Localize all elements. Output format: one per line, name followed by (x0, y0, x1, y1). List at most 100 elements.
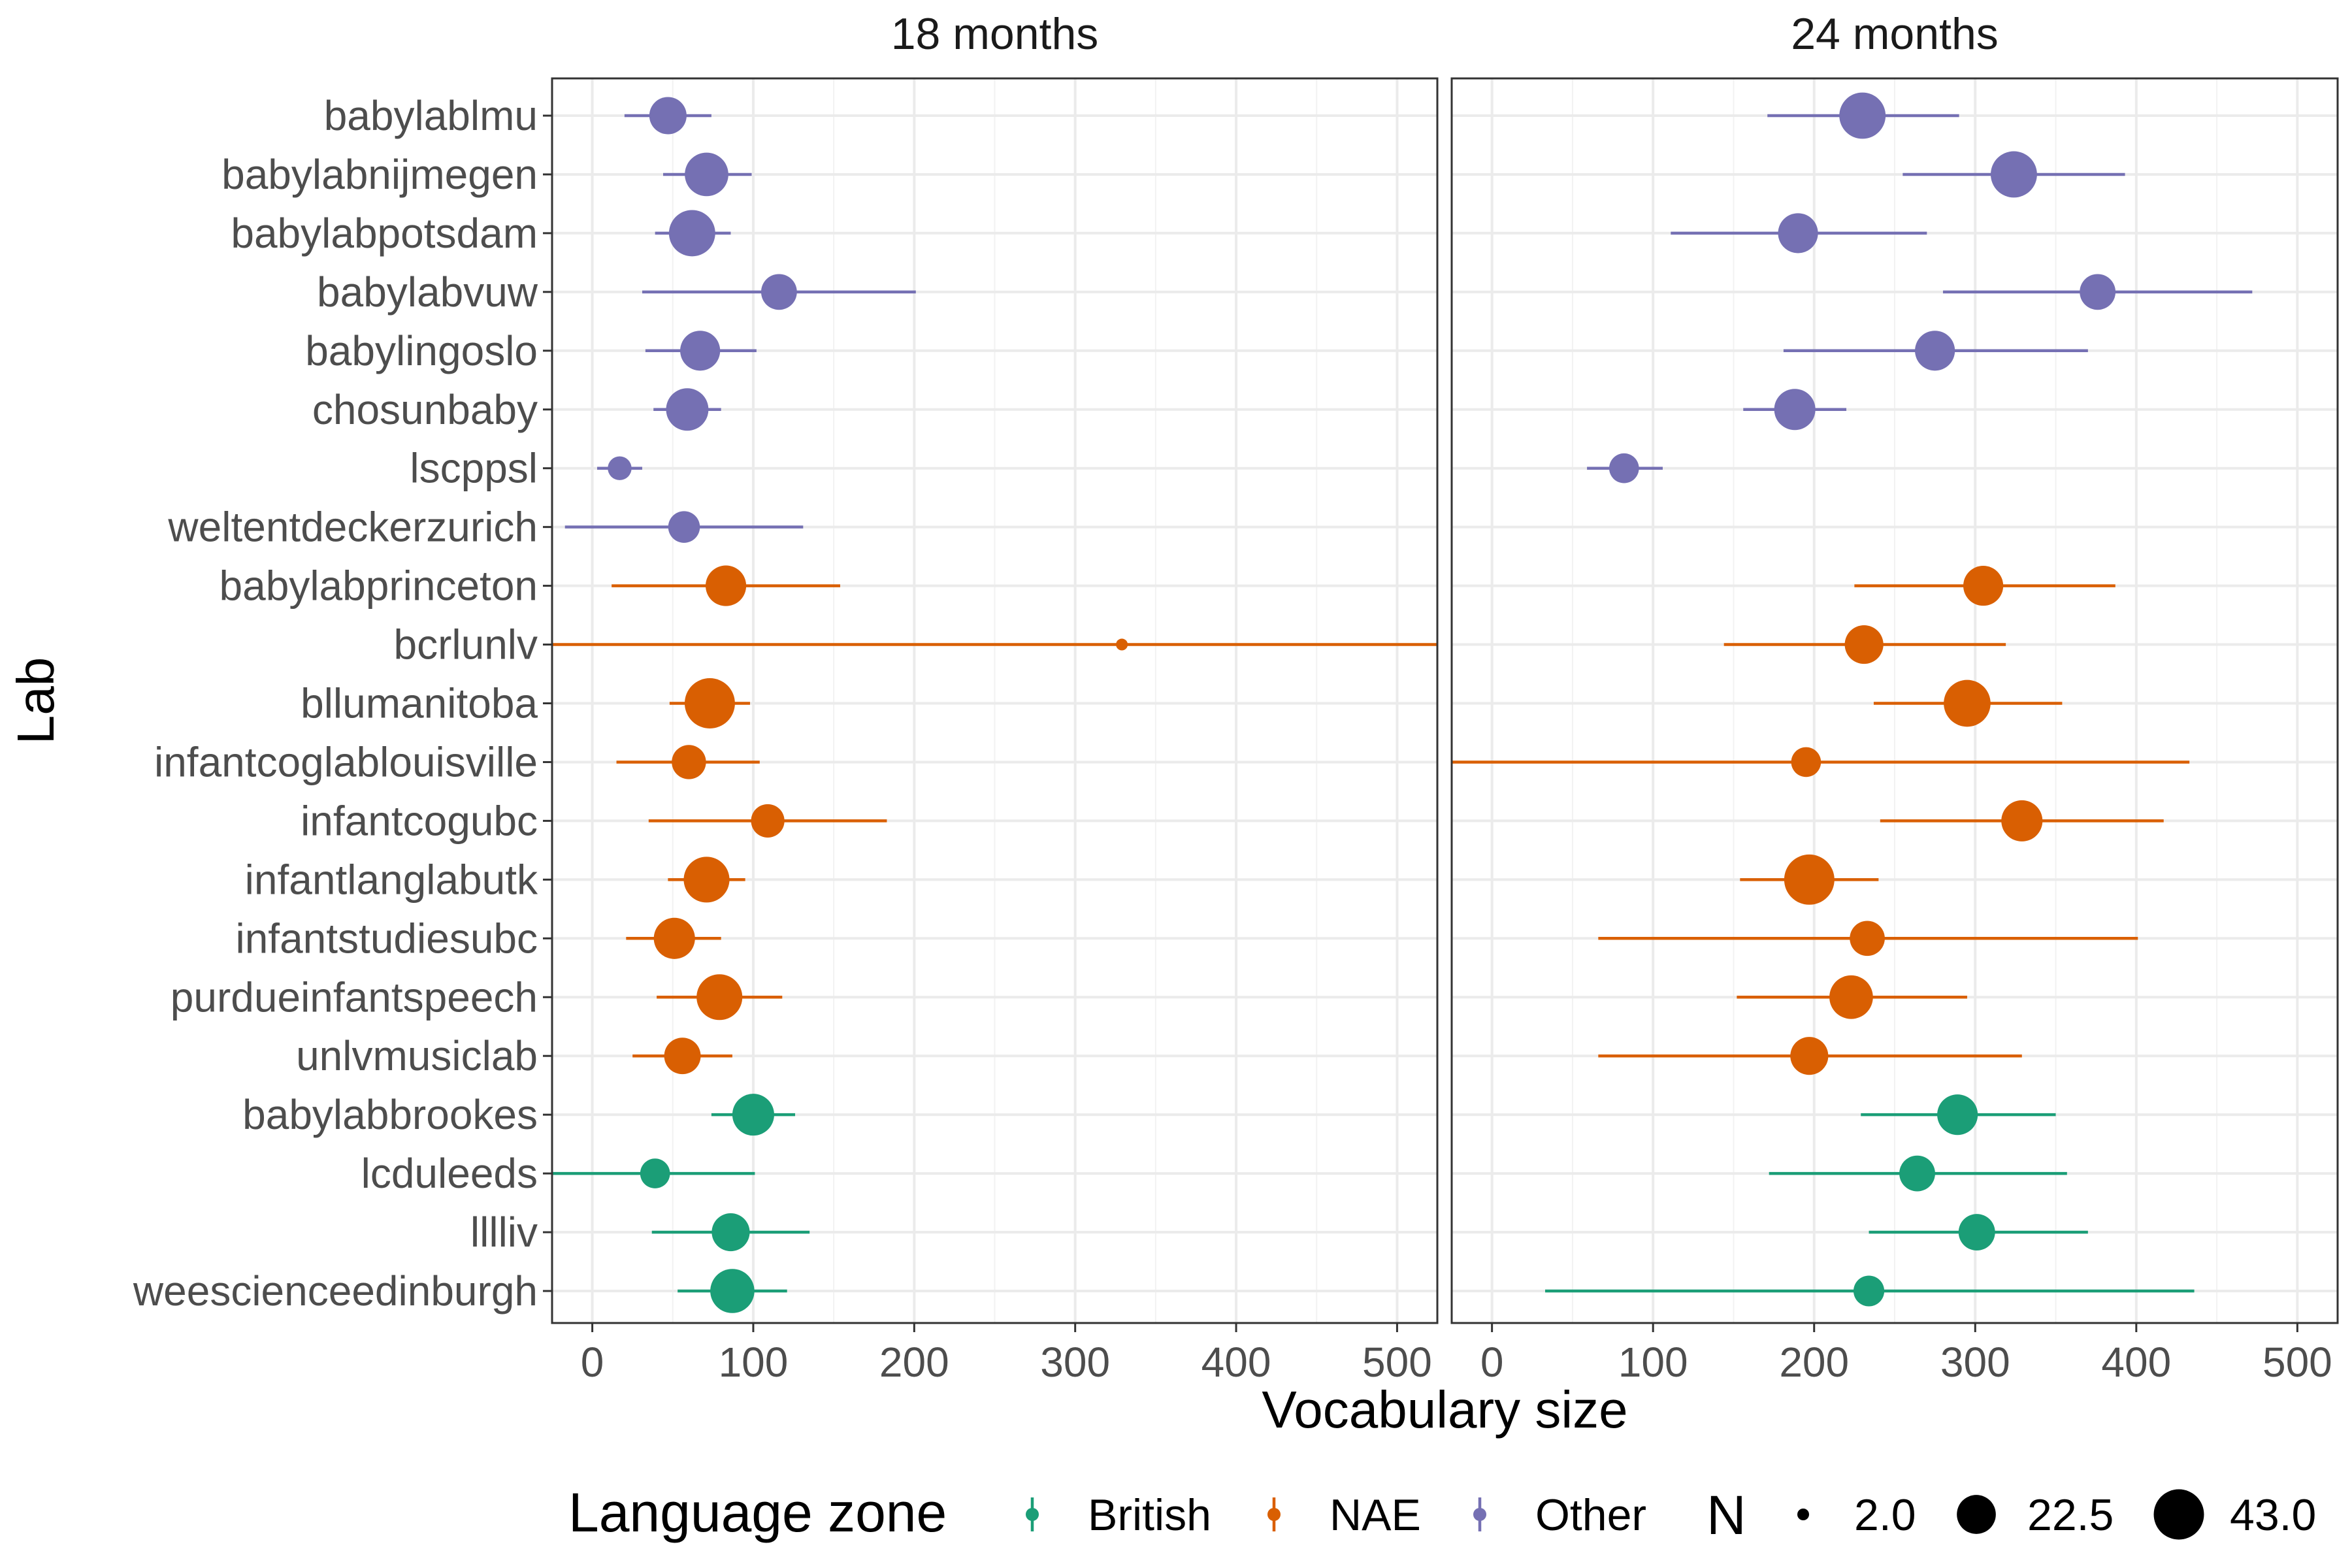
data-point (1991, 151, 2037, 198)
legend-size-key (1957, 1495, 1996, 1534)
x-tick-label: 200 (1779, 1339, 1849, 1386)
legend-key-point (1267, 1508, 1281, 1521)
data-point (1899, 1155, 1935, 1192)
y-tick-label: bllumanitoba (301, 680, 538, 727)
data-point (1854, 1275, 1885, 1307)
y-tick-label: purdueinfantspeech (171, 973, 538, 1021)
data-point (760, 274, 797, 310)
data-point (696, 974, 743, 1021)
y-tick-label: babylabprinceton (220, 563, 538, 610)
data-point (672, 745, 706, 779)
data-point (1944, 679, 1991, 727)
y-tick-label: lllliv (470, 1209, 538, 1256)
data-point (1963, 566, 2004, 606)
y-tick-label: infantlanglabutk (245, 856, 538, 903)
data-point (1116, 638, 1128, 651)
data-point (668, 210, 715, 257)
x-tick-label: 400 (2101, 1339, 2171, 1386)
x-tick-label: 100 (719, 1339, 789, 1386)
data-point (640, 1158, 670, 1188)
facet-title: 18 months (891, 9, 1099, 59)
data-point (710, 1269, 755, 1313)
data-point (706, 565, 747, 606)
data-point (653, 917, 695, 959)
legend: Language zone British NAE Other N 2.0 22.5 43.0 (568, 1482, 2316, 1546)
legend-size-label: 43.0 (2230, 1490, 2316, 1540)
data-point (608, 456, 632, 480)
x-axis-title: Vocabulary size (1262, 1380, 1627, 1439)
data-point (685, 152, 728, 197)
data-point (649, 97, 687, 135)
data-point (1791, 747, 1821, 777)
lab-axis-labels: babylablmu babylabnijmegen babylabpotsdam b… (133, 92, 552, 1315)
data-point (683, 857, 730, 903)
data-point (2080, 274, 2116, 310)
facet-panel: 18 months 0 100 200 300 400 500 (551, 9, 1439, 1386)
data-point (1774, 389, 1816, 431)
x-tick-label: 400 (1201, 1339, 1271, 1386)
data-point (668, 511, 700, 543)
x-tick-label: 0 (581, 1339, 604, 1386)
legend-size-key (1797, 1509, 1809, 1520)
y-tick-label: babylabvuw (317, 269, 538, 316)
data-point (666, 388, 709, 431)
data-point (1850, 921, 1885, 956)
data-point (1778, 213, 1818, 253)
y-tick-label: lcduleeds (361, 1150, 538, 1197)
legend-size-label: 2.0 (1854, 1490, 1916, 1540)
y-axis-title: Lab (7, 657, 65, 744)
y-tick-label: infantstudiesubc (235, 915, 538, 962)
data-point (684, 678, 735, 728)
legend-title-language-zone: Language zone (568, 1482, 947, 1543)
legend-key-point (1026, 1508, 1039, 1521)
legend-label: NAE (1330, 1490, 1421, 1540)
x-tick-label: 500 (1362, 1339, 1432, 1386)
panel-border (1450, 77, 2339, 1324)
legend-size-label: 22.5 (2027, 1490, 2114, 1540)
data-point (1609, 453, 1639, 483)
legend-label: British (1088, 1490, 1211, 1540)
legend-key-point (1473, 1508, 1486, 1521)
y-tick-label: bcrlunlv (393, 621, 538, 668)
data-point (1790, 1037, 1829, 1075)
legend-label: Other (1535, 1490, 1646, 1540)
data-point (732, 1094, 774, 1136)
legend-size-key (2153, 1489, 2204, 1540)
y-tick-label: infantcogubc (301, 797, 538, 844)
data-point (664, 1037, 701, 1075)
y-tick-label: chosunbaby (312, 386, 538, 433)
facet-panels: 18 months 0 100 200 300 400 500 24 months 0 100 20… (551, 9, 2339, 1386)
x-tick-label: 300 (1940, 1339, 2010, 1386)
x-tick-label: 0 (1480, 1339, 1504, 1386)
legend-title-n: N (1707, 1484, 1746, 1546)
y-tick-label: lscppsl (410, 445, 538, 492)
x-tick-label: 200 (879, 1339, 949, 1386)
data-point (711, 1213, 750, 1252)
data-point (1829, 975, 1873, 1019)
y-tick-label: babylingoslo (305, 327, 538, 374)
facet-panel: 24 months 0 100 200 300 400 500 (1450, 9, 2339, 1386)
data-point (680, 331, 721, 371)
data-point (751, 804, 785, 838)
panel-border (551, 77, 1439, 1324)
y-tick-label: babylablmu (324, 92, 538, 139)
y-tick-label: babylabpotsdam (231, 210, 538, 257)
data-point (1915, 331, 1955, 371)
y-tick-label: unlvmusiclab (296, 1032, 538, 1079)
x-tick-label: 100 (1618, 1339, 1688, 1386)
data-point (2001, 800, 2043, 841)
y-tick-label: weltentdeckerzurich (167, 504, 538, 551)
data-point (1784, 854, 1835, 905)
y-tick-label: weescienceedinburgh (133, 1267, 538, 1315)
x-tick-label: 300 (1040, 1339, 1110, 1386)
y-tick-label: babylabnijmegen (221, 151, 538, 198)
data-point (1958, 1214, 1995, 1251)
y-tick-label: babylabbrookes (242, 1091, 538, 1138)
x-tick-label: 500 (2262, 1339, 2332, 1386)
data-point (1937, 1094, 1978, 1135)
data-point (1844, 625, 1884, 664)
y-tick-label: infantcoglablouisville (154, 738, 538, 785)
facet-title: 24 months (1791, 9, 1999, 59)
data-point (1839, 92, 1886, 139)
